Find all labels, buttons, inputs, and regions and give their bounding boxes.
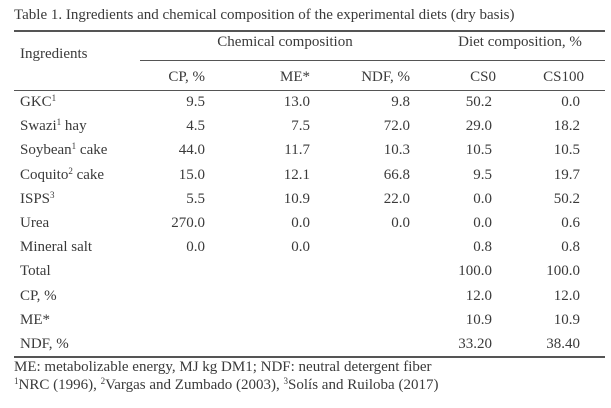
column-header: CP, % xyxy=(168,69,205,85)
ingredient-name: Mineral salt xyxy=(20,239,93,256)
column-header: CS0 xyxy=(470,69,496,85)
row-label: Urea xyxy=(20,214,49,232)
table-cell: 0.0 xyxy=(473,190,492,207)
row-label: ME* xyxy=(20,311,50,329)
header-rule xyxy=(14,90,605,91)
ingredient-name-suffix: hay xyxy=(61,118,87,135)
ingredient-name: Coquito xyxy=(20,166,69,183)
table-cell: 13.0 xyxy=(283,94,310,110)
table-cell: 9.5 xyxy=(186,94,205,110)
row-label: Mineral salt xyxy=(20,238,92,256)
table-cell: 0.6 xyxy=(561,215,580,231)
table-cell: 100.0 xyxy=(458,263,492,280)
table-cell: 10.9 xyxy=(553,311,580,328)
column-header: CS100 xyxy=(543,69,584,85)
table-cell: 29.0 xyxy=(465,118,492,135)
footnote-marker: 3 xyxy=(50,189,55,200)
ingredient-name: ISPS xyxy=(20,190,51,207)
table-cell: 12.0 xyxy=(465,287,492,304)
top-rule xyxy=(14,30,605,32)
table-cell: 0.0 xyxy=(561,94,580,110)
header-ingredients: Ingredients xyxy=(20,46,88,62)
row-label: CP, % xyxy=(20,287,57,305)
table-cell: 10.5 xyxy=(465,142,492,159)
table-cell: 10.9 xyxy=(283,190,310,207)
ingredient-name: Urea xyxy=(20,215,50,231)
table-cell: 270.0 xyxy=(171,215,205,231)
table-cell: 50.2 xyxy=(465,94,492,110)
header-chemical-composition: Chemical composition xyxy=(217,34,353,50)
table-cell: 0.0 xyxy=(473,215,492,231)
footnote-marker: 1 xyxy=(71,141,77,152)
table-cell: 0.0 xyxy=(291,239,310,256)
table-cell: 5.5 xyxy=(186,190,205,207)
header-diet-composition: Diet composition, % xyxy=(458,34,582,50)
ingredient-name: Total xyxy=(20,263,51,280)
table-cell: 38.40 xyxy=(546,336,580,352)
ingredient-name: ME* xyxy=(20,311,50,328)
table-cell: 10.3 xyxy=(383,142,410,159)
table-cell: 72.0 xyxy=(383,118,410,135)
table-cell: 100.0 xyxy=(546,263,580,280)
reference-text: NRC (1996), xyxy=(18,377,101,393)
table-cell: 10.9 xyxy=(465,311,492,328)
table-cell: 33.20 xyxy=(458,336,492,352)
table-cell: 11.7 xyxy=(284,142,310,159)
table-cell: 7.5 xyxy=(291,118,310,135)
footnote-marker: 1 xyxy=(51,93,57,103)
footnote-abbreviations: ME: metabolizable energy, MJ kg DM1; NDF… xyxy=(14,359,432,375)
table-cell: 0.0 xyxy=(186,239,205,256)
ingredient-name-suffix: cake xyxy=(76,142,108,159)
footnote-marker: 2 xyxy=(68,165,73,176)
table-cell: 4.5 xyxy=(186,118,205,135)
table-cell: 9.5 xyxy=(473,166,492,183)
table-cell: 12.1 xyxy=(283,166,310,183)
ingredient-name: Swazi xyxy=(20,118,57,135)
ingredient-name-suffix: cake xyxy=(72,166,105,183)
row-label: Total xyxy=(20,262,51,280)
table-cell: 9.8 xyxy=(391,94,410,110)
bottom-rule xyxy=(14,356,605,358)
footnote-references: 1NRC (1996), 2Vargas and Zumbado (2003),… xyxy=(14,376,438,394)
row-label: NDF, % xyxy=(20,335,69,353)
table-cell: 10.5 xyxy=(553,142,580,159)
reference-text: Vargas and Zumbado (2003), xyxy=(105,377,284,393)
footnote-marker: 3 xyxy=(283,376,289,386)
footnote-marker: 1 xyxy=(56,117,62,128)
header-subrule xyxy=(140,60,605,61)
table-title: Table 1. Ingredients and chemical compos… xyxy=(14,7,515,23)
row-label: Coquito2 cake xyxy=(20,166,104,184)
table-cell: 0.8 xyxy=(473,239,492,256)
row-label: ISPS3 xyxy=(20,190,55,208)
table-cell: 18.2 xyxy=(553,118,580,135)
table-cell: 0.0 xyxy=(391,215,410,231)
table-cell: 12.0 xyxy=(553,287,580,304)
ingredient-name: CP, % xyxy=(20,287,57,304)
table-cell: 44.0 xyxy=(178,142,205,159)
ingredient-name: NDF, % xyxy=(20,336,69,352)
table-cell: 15.0 xyxy=(178,166,205,183)
footnote-marker: 1 xyxy=(14,376,19,386)
ingredient-name: GKC xyxy=(20,94,52,110)
table-cell: 0.0 xyxy=(291,215,310,231)
row-label: GKC1 xyxy=(20,93,56,111)
footnote-marker: 2 xyxy=(100,376,106,386)
ingredient-name: Soybean xyxy=(20,142,72,159)
table-cell: 22.0 xyxy=(383,190,410,207)
table-cell: 19.7 xyxy=(553,166,580,183)
row-label: Soybean1 cake xyxy=(20,141,107,159)
table-cell: 50.2 xyxy=(553,190,580,207)
column-header: ME* xyxy=(280,69,310,85)
row-label: Swazi1 hay xyxy=(20,117,87,135)
table-cell: 0.8 xyxy=(561,239,580,256)
column-header: NDF, % xyxy=(361,69,410,85)
table-cell: 66.8 xyxy=(383,166,410,183)
reference-text: Solís and Ruiloba (2017) xyxy=(288,377,439,393)
